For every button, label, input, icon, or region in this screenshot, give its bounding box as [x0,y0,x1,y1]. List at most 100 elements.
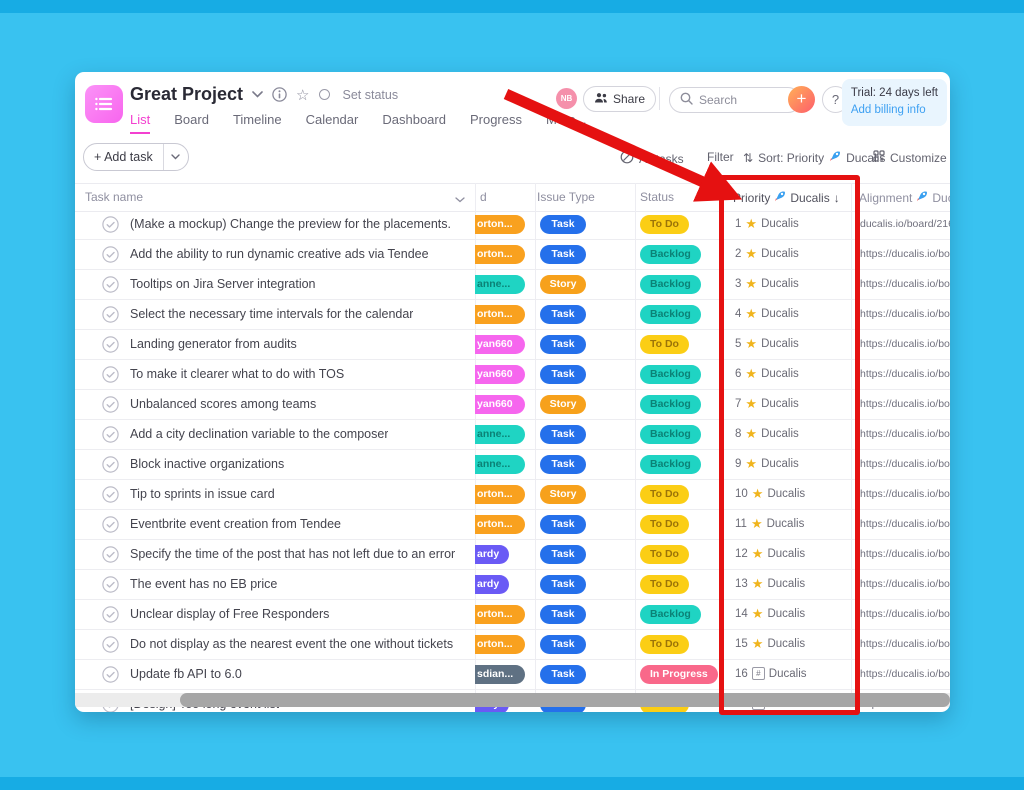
issue-type-badge[interactable]: Task [540,455,586,474]
table-row[interactable]: Unclear display of Free Responders orton… [75,600,950,630]
alignment-link[interactable]: https://ducalis.io/board... [860,668,950,680]
status-badge[interactable]: Backlog [640,365,701,384]
alignment-link[interactable]: https://ducalis.io/board... [860,308,950,320]
task-name[interactable]: Update fb API to 6.0 [130,667,242,681]
priority-cell[interactable]: 8 ★ Ducalis [735,427,799,440]
table-row[interactable]: Tip to sprints in issue card orton... St… [75,480,950,510]
tab-list[interactable]: List [130,112,151,134]
tab-timeline[interactable]: Timeline [232,112,282,127]
column-header-priority[interactable]: Priority Ducalis ↓ [733,190,840,205]
alignment-link[interactable]: https://ducalis.io/board... [860,548,950,560]
issue-type-badge[interactable]: Task [540,665,586,684]
task-name[interactable]: Select the necessary time intervals for … [130,307,414,321]
filter-button[interactable]: Filter [707,150,734,164]
priority-cell[interactable]: 9 ★ Ducalis [735,457,799,470]
issue-type-badge[interactable]: Task [540,305,586,324]
assignee-tag[interactable]: ardy [475,545,509,564]
issue-type-badge[interactable]: Story [540,275,586,294]
table-row[interactable]: Tooltips on Jira Server integration anne… [75,270,950,300]
priority-cell[interactable]: 16 # Ducalis [735,667,807,680]
tab-more[interactable]: More... [546,112,587,127]
table-row[interactable]: The event has no EB price ardy Task To D… [75,570,950,600]
assignee-tag[interactable]: yan660 [475,335,525,354]
issue-type-badge[interactable]: Task [540,545,586,564]
add-task-chevron-icon[interactable] [162,144,188,170]
search-input[interactable]: Search [669,87,801,113]
table-row[interactable]: Do not display as the nearest event the … [75,630,950,660]
task-complete-icon[interactable] [102,426,119,448]
alignment-link[interactable]: https://ducalis.io/board... [860,338,950,350]
alignment-link[interactable]: https://ducalis.io/board... [860,518,950,530]
table-row[interactable]: Select the necessary time intervals for … [75,300,950,330]
priority-cell[interactable]: 6 ★ Ducalis [735,367,799,380]
customize-button[interactable]: Customize [873,150,947,165]
task-complete-icon[interactable] [102,336,119,358]
alignment-link[interactable]: ducalis.io/board/216... [860,218,950,230]
task-name[interactable]: Tip to sprints in issue card [130,487,275,501]
task-complete-icon[interactable] [102,276,119,298]
assignee-tag[interactable]: orton... [475,245,525,264]
issue-type-badge[interactable]: Task [540,215,586,234]
tab-calendar[interactable]: Calendar [305,112,359,127]
task-complete-icon[interactable] [102,216,119,238]
table-row[interactable]: (Make a mockup) Change the preview for t… [75,210,950,240]
priority-cell[interactable]: 12 ★ Ducalis [735,547,805,560]
table-row[interactable]: Unbalanced scores among teams yan660 Sto… [75,390,950,420]
assignee-tag[interactable]: orton... [475,215,525,234]
avatar[interactable]: NB [556,88,577,109]
task-complete-icon[interactable] [102,366,119,388]
share-button[interactable]: Share [583,86,657,112]
status-badge[interactable]: To Do [640,635,689,654]
alignment-link[interactable]: https://ducalis.io/board... [860,428,950,440]
task-complete-icon[interactable] [102,516,119,538]
status-badge[interactable]: Backlog [640,395,701,414]
assignee-tag[interactable]: orton... [475,515,525,534]
set-status-button[interactable]: Set status [342,87,399,102]
task-complete-icon[interactable] [102,246,119,268]
priority-cell[interactable]: 10 ★ Ducalis [735,487,805,500]
assignee-tag[interactable]: anne... [475,275,525,294]
info-icon[interactable] [272,87,287,102]
status-badge[interactable]: Backlog [640,425,701,444]
priority-cell[interactable]: 13 ★ Ducalis [735,577,805,590]
assignee-tag[interactable]: anne... [475,425,525,444]
column-header-alignment[interactable]: Alignment Ducali [859,190,950,205]
status-badge[interactable]: To Do [640,485,689,504]
task-complete-icon[interactable] [102,456,119,478]
table-row[interactable]: To make it clearer what to do with TOS y… [75,360,950,390]
status-badge[interactable]: To Do [640,515,689,534]
priority-cell[interactable]: 15 ★ Ducalis [735,637,805,650]
priority-cell[interactable]: 1 ★ Ducalis [735,217,799,230]
task-name[interactable]: Landing generator from audits [130,337,297,351]
issue-type-badge[interactable]: Task [540,605,586,624]
task-complete-icon[interactable] [102,606,119,628]
priority-cell[interactable]: 11 ★ Ducalis [735,517,804,530]
task-name[interactable]: Unclear display of Free Responders [130,607,330,621]
status-badge[interactable]: To Do [640,575,689,594]
tab-board[interactable]: Board [174,112,209,127]
status-badge[interactable]: Backlog [640,455,701,474]
issue-type-badge[interactable]: Story [540,395,586,414]
task-complete-icon[interactable] [102,546,119,568]
table-row[interactable]: Landing generator from audits yan660 Tas… [75,330,950,360]
alignment-link[interactable]: https://ducalis.io/board... [860,398,950,410]
issue-type-badge[interactable]: Task [540,425,586,444]
status-badge[interactable]: Backlog [640,245,701,264]
table-row[interactable]: Specify the time of the post that has no… [75,540,950,570]
alignment-link[interactable]: https://ducalis.io/board... [860,368,950,380]
issue-type-badge[interactable]: Task [540,515,586,534]
task-name[interactable]: Add a city declination variable to the c… [130,427,389,441]
status-badge[interactable]: To Do [640,335,689,354]
assignee-tag[interactable]: orton... [475,485,525,504]
table-row[interactable]: Add a city declination variable to the c… [75,420,950,450]
alignment-link[interactable]: https://ducalis.io/board... [860,458,950,470]
sort-button[interactable]: ⇅ Sort: Priority Ducalis [743,150,885,165]
task-name[interactable]: To make it clearer what to do with TOS [130,367,345,381]
add-billing-link[interactable]: Add billing info [850,104,926,117]
column-header-truncated[interactable]: d [480,190,487,204]
table-row[interactable]: Eventbrite event creation from Tendee or… [75,510,950,540]
task-complete-icon[interactable] [102,396,119,418]
task-complete-icon[interactable] [102,666,119,688]
status-badge[interactable]: Backlog [640,275,701,294]
assignee-tag[interactable]: anne... [475,455,525,474]
